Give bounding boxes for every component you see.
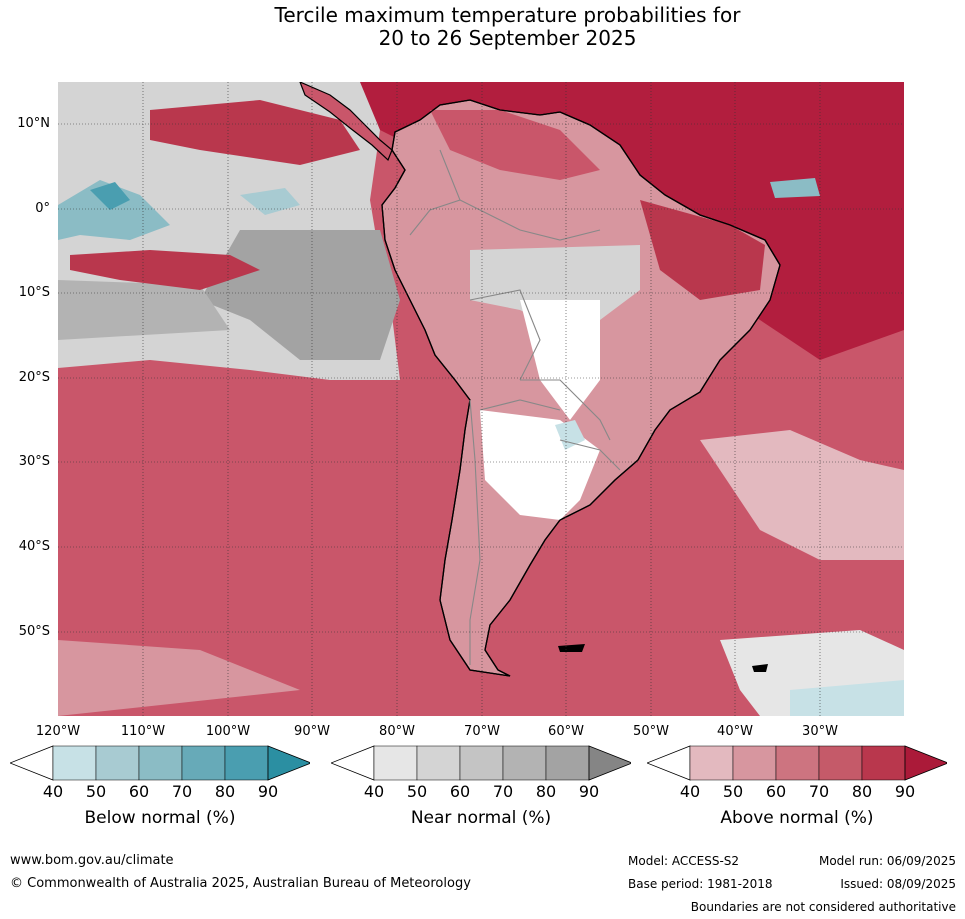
colorbar-segment — [861, 745, 906, 781]
lon-label-30w: 30°W — [802, 724, 838, 739]
chart-title: Tercile maximum temperature probabilitie… — [0, 4, 965, 50]
legend-title-near-normal: Near normal (%) — [410, 808, 552, 828]
colorbar-extend-high — [588, 745, 631, 781]
falkland-islands — [558, 644, 585, 652]
colorbar-segment — [545, 745, 590, 781]
strong-above-ne-brazil — [640, 200, 765, 300]
lon-label-110w: 110°W — [120, 724, 166, 739]
colorbar-segment — [373, 745, 418, 781]
legend-title-above-normal: Above normal (%) — [720, 808, 874, 828]
colorbar-segment — [502, 745, 547, 781]
colorbar-segment — [732, 745, 777, 781]
moderate-above-south-area — [58, 640, 300, 716]
colorbar-above-normal — [647, 745, 947, 781]
disclaimer-text: Boundaries are not considered authoritat… — [690, 900, 956, 914]
south-georgia-island — [752, 664, 768, 672]
colorbar-segment — [689, 745, 734, 781]
colorbar-tick-label: 70 — [808, 782, 830, 801]
colorbar-tick-label: 60 — [765, 782, 787, 801]
below-normal-core-west — [90, 182, 130, 210]
colorbar-extend-low — [10, 745, 54, 781]
colorbar-tick-label: 90 — [578, 782, 600, 801]
copyright-text: © Commonwealth of Australia 2025, Austra… — [10, 876, 471, 891]
colorbar-tick-label: 70 — [492, 782, 514, 801]
near-normal-strong-area — [200, 230, 400, 360]
neutral-land-area-north — [520, 300, 600, 420]
strong-above-pacific-band-2 — [70, 250, 260, 290]
lon-label-40w: 40°W — [717, 724, 753, 739]
country-borders — [409, 149, 621, 665]
colorbar-segment — [181, 745, 226, 781]
website-link[interactable]: www.bom.gov.au/climate — [10, 853, 174, 868]
base-period-text: Base period: 1981-2018 — [628, 877, 773, 891]
central-america-land — [299, 82, 393, 162]
colorbar-tick-label: 40 — [363, 782, 385, 801]
colorbar-segment — [138, 745, 183, 781]
lat-label-equator: 0° — [35, 201, 50, 216]
below-normal-land-spot — [555, 420, 585, 450]
strong-above-pacific-band — [150, 100, 360, 165]
below-normal-blob-west — [58, 180, 170, 240]
legend-near-normal: Near normal (%) 40 50 60 70 80 90 — [331, 744, 631, 840]
above-normal-north-land — [430, 110, 600, 180]
lat-label-10s: 10°S — [18, 285, 50, 300]
colorbar-extend-high — [267, 745, 310, 781]
colorbar-segment — [95, 745, 140, 781]
colorbar-segment — [416, 745, 461, 781]
coastline — [381, 99, 781, 677]
graticule — [58, 82, 904, 716]
lon-label-80w: 80°W — [379, 724, 415, 739]
colorbar-extend-high — [904, 745, 947, 781]
title-line-2: 20 to 26 September 2025 — [378, 26, 637, 50]
legend-below-normal: Below normal (%) 40 50 60 70 80 90 — [10, 744, 310, 840]
colorbar-tick-label: 80 — [214, 782, 236, 801]
colorbar-tick-label: 80 — [535, 782, 557, 801]
lon-label-60w: 60°W — [548, 724, 584, 739]
colorbar-tick-label: 50 — [722, 782, 744, 801]
below-normal-blob-center — [240, 188, 300, 215]
colorbar-tick-label: 40 — [679, 782, 701, 801]
colorbar-segment — [459, 745, 504, 781]
colorbar-extend-low — [331, 745, 375, 781]
colorbar-segment — [818, 745, 863, 781]
weak-above-east-area — [700, 430, 904, 560]
colorbar-below-normal — [10, 745, 310, 781]
colorbar-tick-label: 60 — [449, 782, 471, 801]
map-field — [58, 82, 904, 716]
lon-label-100w: 100°W — [205, 724, 251, 739]
lat-label-30s: 30°S — [18, 454, 50, 469]
colorbar-tick-label: 90 — [894, 782, 916, 801]
lon-label-50w: 50°W — [633, 724, 669, 739]
lat-label-10n: 10°N — [17, 116, 50, 131]
colorbar-tick-label: 50 — [85, 782, 107, 801]
lat-label-50s: 50°S — [18, 624, 50, 639]
colorbar-segment — [224, 745, 269, 781]
colorbar-near-normal — [331, 745, 631, 781]
model-text: Model: ACCESS-S2 — [628, 854, 740, 868]
title-line-1: Tercile maximum temperature probabilitie… — [274, 3, 741, 27]
lat-label-40s: 40°S — [18, 539, 50, 554]
lat-label-20s: 20°S — [18, 370, 50, 385]
colorbar-extend-low — [647, 745, 691, 781]
issued-text: Issued: 08/09/2025 — [840, 877, 956, 891]
below-normal-south-atlantic — [790, 680, 904, 716]
colorbar-tick-label: 50 — [406, 782, 428, 801]
colorbar-tick-label: 90 — [257, 782, 279, 801]
legend-above-normal: Above normal (%) 40 50 60 70 80 90 — [647, 744, 947, 840]
lon-label-70w: 70°W — [464, 724, 500, 739]
colorbar-segment — [775, 745, 820, 781]
legend-title-below-normal: Below normal (%) — [84, 808, 236, 828]
colorbar-segment — [52, 745, 97, 781]
near-normal-west-area — [58, 280, 230, 340]
below-normal-blob-atlantic — [770, 178, 820, 198]
colorbar-tick-label: 70 — [171, 782, 193, 801]
colorbar-tick-label: 40 — [42, 782, 64, 801]
model-run-text: Model run: 06/09/2025 — [818, 854, 956, 868]
lon-label-90w: 90°W — [294, 724, 330, 739]
lon-label-120w: 120°W — [35, 724, 81, 739]
colorbar-tick-label: 80 — [851, 782, 873, 801]
colorbar-tick-label: 60 — [128, 782, 150, 801]
